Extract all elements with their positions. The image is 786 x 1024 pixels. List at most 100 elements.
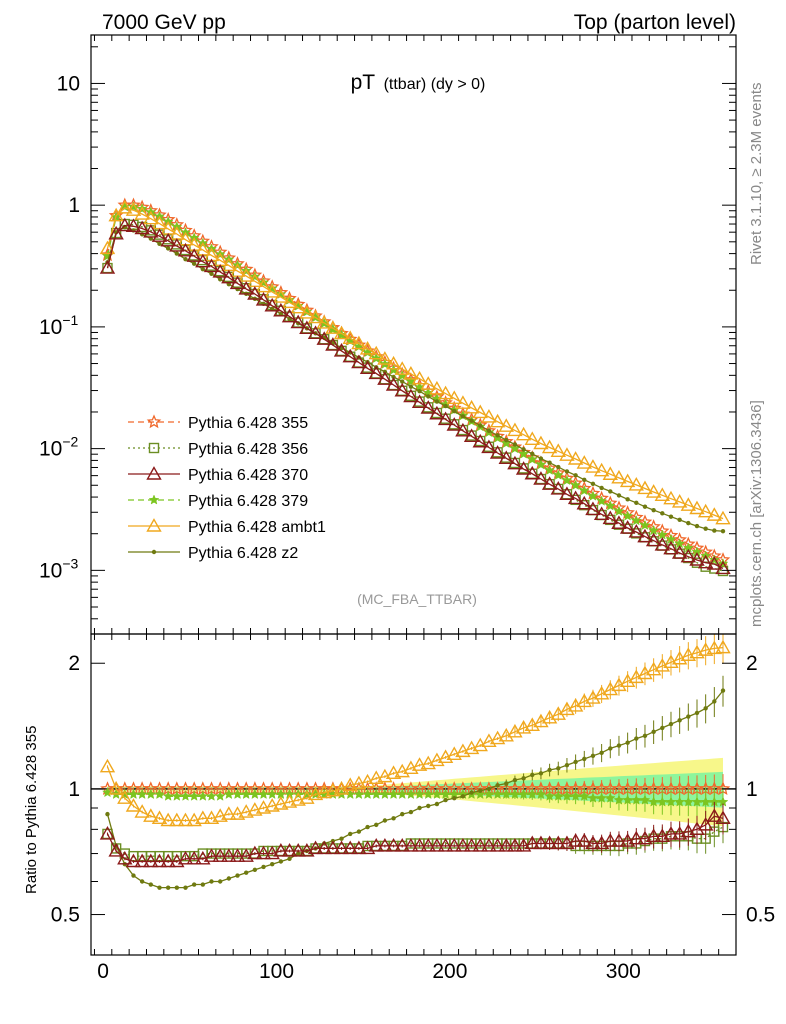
series-3-point [622, 510, 634, 521]
series-2-point [143, 223, 159, 238]
series-2-point [186, 248, 202, 262]
plot-title-sub: (ttbar) (dy > 0) [384, 76, 486, 93]
legend-label: Pythia 6.428 355 [188, 415, 308, 432]
series-4-ratio-point [177, 812, 194, 827]
series-2-point [533, 471, 549, 485]
series-2-ratio-point [134, 853, 150, 868]
series-2-point [619, 520, 636, 534]
series-5-point [209, 271, 214, 277]
series-2-point [108, 225, 124, 240]
series-5-ratio-point [417, 805, 422, 811]
series-5-ratio-point [339, 836, 344, 841]
series-2-ratio-point [151, 853, 168, 868]
series-2-ratio-point [385, 838, 402, 852]
series-2-point [645, 532, 662, 547]
series-5-ratio-point [452, 795, 457, 801]
series-5-ratio-point [374, 822, 379, 828]
series-5-point [512, 442, 518, 447]
mcplots-label: mcplots.cern.ch [arXiv:1306.3436] [748, 400, 765, 627]
series-4-point [489, 413, 506, 428]
series-2-point [394, 382, 410, 397]
series-2-point [697, 554, 714, 569]
ratio-y-tick-label-right: 0.5 [746, 904, 775, 927]
series-2-ratio-point [411, 838, 428, 852]
series-5-ratio-point [426, 803, 431, 809]
watermark: (MC_FBA_TTBAR) [357, 591, 477, 607]
series-2-point [221, 269, 237, 284]
series-2-ratio-point [333, 840, 350, 855]
series-2-point [177, 242, 194, 257]
series-5-ratio-point [460, 794, 466, 799]
series-2-ratio-point [680, 823, 697, 838]
series-5-ratio-point [694, 710, 700, 716]
series-2-point [307, 325, 324, 340]
series-2-ratio-point [628, 830, 645, 845]
legend-label: Pythia 6.428 356 [188, 441, 308, 458]
series-5-ratio-point [139, 879, 145, 884]
series-5-point [590, 481, 596, 487]
series-4-point [680, 497, 697, 511]
series-5-ratio-point [504, 781, 509, 786]
series-5-ratio-point [243, 870, 249, 875]
series-5-ratio-point [686, 714, 691, 719]
series-2-ratio-point [351, 840, 367, 855]
series-5-point [139, 232, 145, 237]
series-4-ratio-point [169, 812, 185, 827]
series-2-ratio-point [325, 840, 341, 855]
series-3-point [630, 515, 642, 526]
series-2-ratio-point [472, 838, 488, 852]
series-2-ratio-point [637, 830, 653, 845]
series-3-point [613, 505, 625, 516]
series-2-point [541, 476, 558, 490]
series-5-ratio-point [295, 851, 301, 856]
series-5-point [530, 451, 535, 456]
series-2-ratio-point [255, 845, 272, 860]
series-2-ratio-point [437, 838, 454, 852]
series-5-ratio-point [651, 729, 656, 735]
series-2-point [498, 450, 514, 465]
series-5-ratio-point [564, 762, 570, 768]
series-5-point [417, 389, 422, 394]
series-5-point [642, 504, 648, 509]
series-4-point [585, 459, 601, 473]
series-5-ratio-point [625, 740, 630, 745]
series-4-point [377, 351, 393, 365]
series-5-ratio-point [183, 885, 188, 890]
series-2-ratio-point [212, 848, 228, 862]
series-4-point [463, 399, 480, 414]
series-5-ratio-point [348, 831, 353, 837]
x-tick-label: 100 [259, 960, 294, 983]
series-2-point [481, 439, 497, 454]
series-2-ratio-point [671, 826, 688, 840]
series-4-point [134, 206, 150, 220]
series-2-point [507, 455, 523, 470]
series-2-ratio-point [143, 853, 159, 868]
series-5-ratio-point [165, 885, 171, 890]
series-5-point [608, 489, 613, 494]
series-5-point [434, 399, 440, 404]
series-2-ratio-point [663, 826, 679, 840]
series-2-point [524, 465, 540, 480]
series-4-point [706, 507, 723, 521]
series-2-point [420, 400, 436, 414]
legend-item-1: Pythia 6.428 356 [128, 441, 308, 458]
series-4-point [437, 385, 454, 400]
series-2-ratio-point [186, 850, 202, 865]
legend-item-5: Pythia 6.428 z2 [128, 545, 298, 562]
series-4-point [567, 451, 584, 465]
series-2-ratio-point [221, 848, 237, 862]
series-5-point [504, 437, 509, 443]
series-5-point [191, 261, 197, 266]
series-5-ratio-point [521, 776, 526, 781]
series-5-ratio-point [495, 783, 500, 788]
series-4-ratio-point [715, 639, 731, 654]
series-2-point [489, 445, 506, 459]
series-5-point [278, 311, 284, 317]
series-5-ratio-point [660, 725, 665, 731]
series-5-point [625, 497, 630, 502]
series-4-point [628, 477, 645, 491]
series-4-point [541, 439, 558, 454]
series-4-ratio-point [151, 810, 168, 825]
x-tick-label: 0 [97, 960, 109, 983]
